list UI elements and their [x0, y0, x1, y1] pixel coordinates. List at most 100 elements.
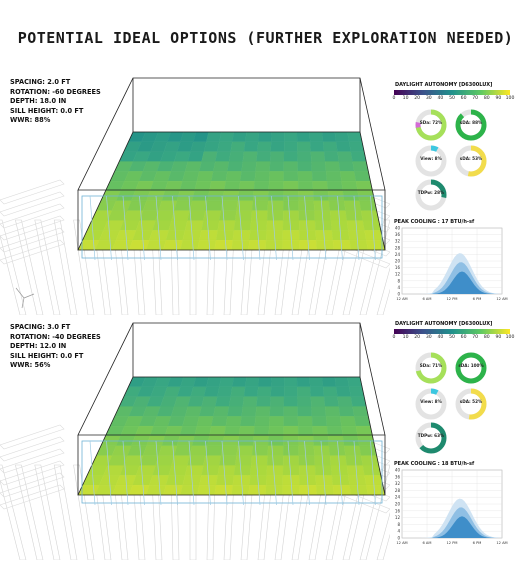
heatmap-cell	[214, 240, 233, 251]
y-tick-label: 16	[395, 265, 401, 270]
heatmap-cell	[326, 181, 344, 192]
y-tick-label: 0	[397, 536, 400, 541]
axis-gizmo-icon	[15, 287, 35, 309]
shading-fin	[73, 464, 95, 560]
param-depth: DEPTH: 18.0 IN	[10, 97, 67, 106]
legend-tick: 30	[425, 335, 432, 340]
donut-value-arc	[415, 388, 447, 420]
heatmap-cell	[297, 141, 311, 152]
param-depth: DEPTH: 12.0 IN	[10, 342, 67, 351]
heatmap-cell	[352, 406, 369, 417]
heatmap-cell	[269, 416, 284, 427]
heatmap-cell	[266, 465, 284, 476]
donut-value-arc	[455, 145, 487, 177]
heatmap-cell	[170, 161, 189, 172]
y-tick-label: 24	[395, 252, 401, 257]
glazing-mullion	[320, 195, 327, 261]
heatmap-cell	[325, 416, 342, 427]
glazing-mullion	[221, 440, 228, 506]
legend-tick: 90	[495, 96, 502, 101]
heatmap-cell	[146, 240, 167, 251]
param-spacing: SPACING: 2.0 FT	[10, 78, 71, 86]
heatmap-cell	[282, 465, 300, 476]
heatmap-cell	[347, 376, 363, 387]
heatmap-cell	[354, 171, 371, 182]
heatmap-cell	[268, 426, 284, 437]
heatmap-cell	[298, 200, 315, 211]
shading-fin	[0, 239, 65, 265]
y-tick-label: 16	[395, 508, 401, 513]
heatmap-cell	[250, 465, 268, 476]
x-tick-label: 12 AM	[396, 297, 407, 301]
glazing-mullion	[370, 195, 376, 261]
heatmap-cell	[223, 426, 241, 437]
heatmap-cell	[213, 161, 230, 172]
daylight-heatmap	[77, 376, 386, 496]
heatmap-cell	[217, 220, 236, 231]
x-tick-label: 12 AM	[496, 297, 507, 301]
metric-label: sDA: 53%	[459, 156, 483, 161]
heatmap-cell	[201, 396, 218, 407]
metric-label: SDa: 72%	[419, 120, 443, 125]
param-wwr: WWR: 88%	[10, 116, 51, 125]
heatmap-cell	[359, 445, 377, 456]
heatmap-cell	[345, 455, 363, 466]
heatmap-cell	[266, 220, 284, 231]
heatmap-cell	[199, 406, 216, 417]
heatmap-cell	[201, 151, 218, 162]
heatmap-cell	[254, 416, 270, 427]
heatmap-cell	[233, 465, 252, 476]
heatmap-cell	[268, 181, 284, 192]
heatmap-cell	[152, 465, 172, 476]
heatmap-cell	[282, 220, 300, 231]
heatmap-cell	[311, 406, 327, 417]
heatmap-cell	[309, 386, 325, 397]
metric-label: sDA: 52%	[459, 399, 483, 404]
heatmap-cell	[266, 210, 284, 221]
heatmap-cell	[270, 396, 285, 407]
heatmap-cell	[179, 426, 198, 437]
heatmap-cell	[167, 416, 186, 427]
metric-label: sDA: 88%	[459, 120, 483, 125]
heatmap-cell	[203, 455, 222, 466]
heatmap-cell	[298, 455, 316, 466]
heatmap-cell	[203, 386, 220, 397]
heatmap-cell	[233, 220, 252, 231]
x-tick-label: 6 PM	[473, 297, 482, 301]
heatmap-cell	[180, 485, 200, 496]
heatmap-cell	[360, 210, 379, 221]
legend-tick: 80	[483, 335, 490, 340]
heatmap-cell	[270, 141, 285, 152]
heatmap-cell	[312, 181, 329, 192]
heatmap-cell	[158, 445, 178, 456]
heatmap-cell	[251, 445, 269, 456]
heatmap-cell	[311, 171, 328, 182]
heatmap-cell	[325, 171, 342, 182]
heatmap-cell	[360, 455, 379, 466]
heatmap-cell	[284, 376, 298, 387]
heatmap-cell	[235, 210, 253, 221]
metric-label: SDa: 71%	[419, 363, 443, 368]
heatmap-cell	[164, 181, 183, 192]
donut-value-arc	[415, 145, 447, 177]
heatmap-cell	[344, 200, 362, 211]
glazing-mullion	[370, 440, 376, 506]
heatmap-cell	[215, 151, 231, 162]
heatmap-cell	[250, 220, 268, 231]
heatmap-cell	[201, 220, 220, 231]
donut-track	[415, 388, 447, 420]
legend-title: DAYLIGHT AUTONOMY [D6300LUX]	[395, 82, 493, 88]
donut-value-arc	[415, 109, 447, 141]
param-sill-height: SILL HEIGHT: 0.0 FT	[10, 351, 84, 360]
heatmap-cell	[297, 181, 314, 192]
metric-donut-tdpw: TDPw: 28%	[414, 178, 448, 212]
glazing-frame	[81, 195, 383, 259]
heatmap-cell	[180, 240, 200, 251]
legend-tick: 100	[505, 96, 515, 101]
heatmap-cell	[209, 426, 226, 437]
room-wireframe	[77, 322, 386, 496]
shading-fin	[0, 472, 65, 498]
heatmap-cell	[309, 131, 324, 142]
heatmap-cell	[184, 220, 204, 231]
